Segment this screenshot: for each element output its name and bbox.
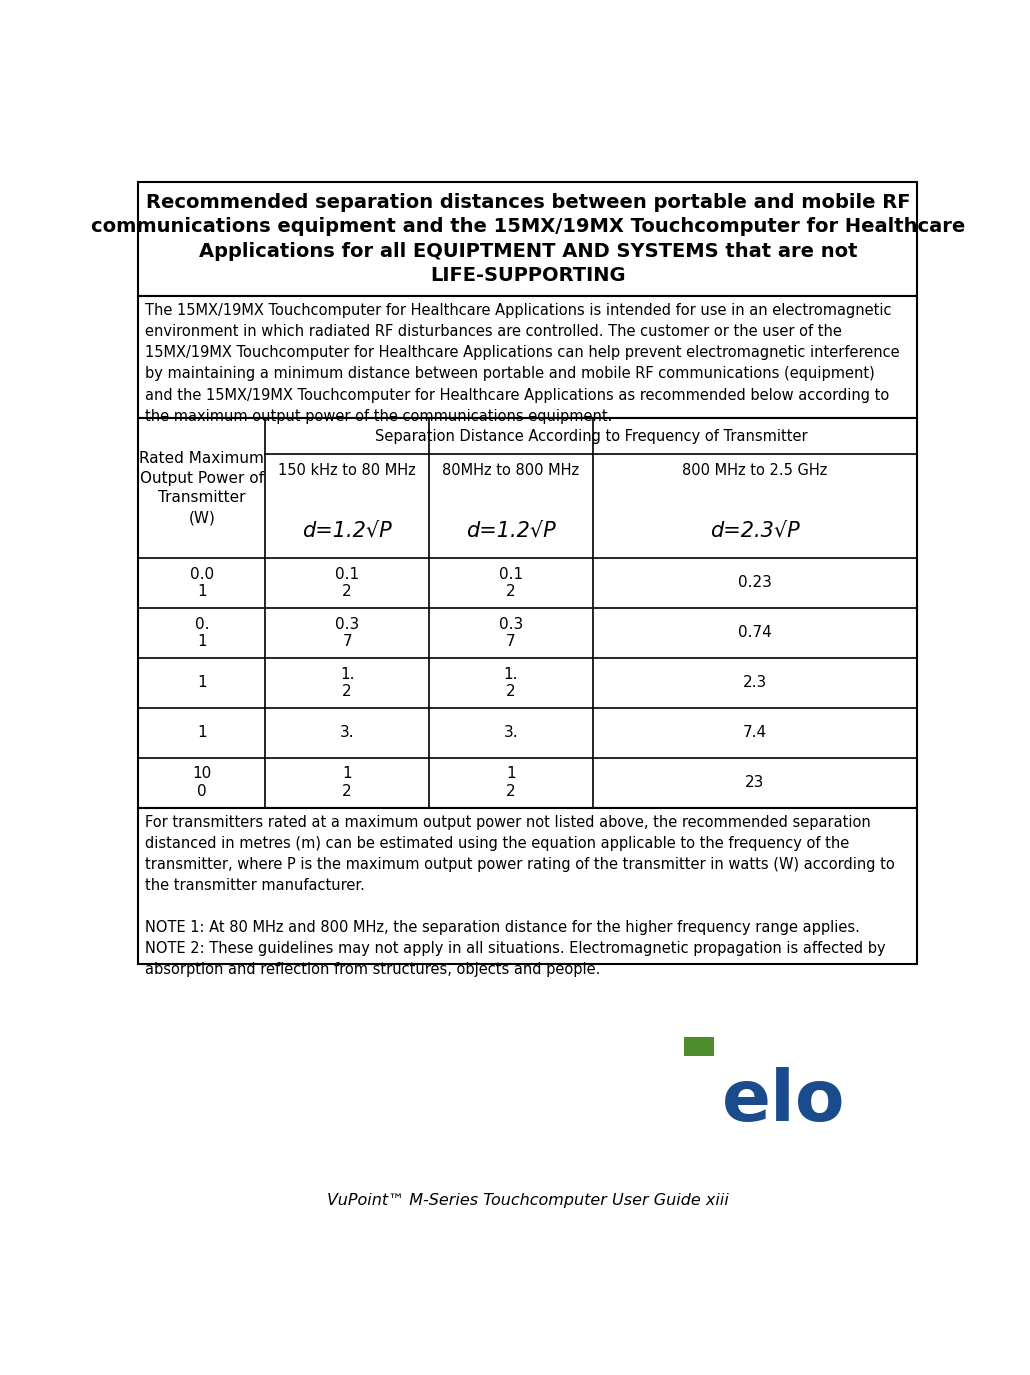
Bar xyxy=(684,1037,714,1056)
Text: 0.
1: 0. 1 xyxy=(195,616,209,649)
Bar xyxy=(138,807,918,964)
Text: d=2.3√P: d=2.3√P xyxy=(710,520,800,540)
Text: For transmitters rated at a maximum output power not listed above, the recommend: For transmitters rated at a maximum outp… xyxy=(144,815,894,978)
Text: 1.
2: 1. 2 xyxy=(504,667,518,698)
Text: 800 MHz to 2.5 GHz: 800 MHz to 2.5 GHz xyxy=(682,463,828,478)
Text: 23: 23 xyxy=(746,775,764,791)
Bar xyxy=(138,182,918,296)
Text: Rated Maximum
Output Power of
Transmitter
(W): Rated Maximum Output Power of Transmitte… xyxy=(139,451,265,525)
Text: 0.74: 0.74 xyxy=(739,626,771,641)
Text: 0.1
2: 0.1 2 xyxy=(335,566,359,600)
Text: 1
2: 1 2 xyxy=(342,766,352,799)
Text: 0.1
2: 0.1 2 xyxy=(499,566,523,600)
Text: 0.3
7: 0.3 7 xyxy=(335,616,359,649)
Text: Separation Distance According to Frequency of Transmitter: Separation Distance According to Frequen… xyxy=(375,429,808,444)
Text: 3.: 3. xyxy=(340,725,354,740)
Text: Recommended separation distances between portable and mobile RF
communications e: Recommended separation distances between… xyxy=(91,194,965,285)
Text: d=1.2√P: d=1.2√P xyxy=(302,520,392,540)
Bar xyxy=(138,296,918,418)
Text: 0.23: 0.23 xyxy=(739,575,771,590)
Text: 7.4: 7.4 xyxy=(743,725,767,740)
Text: 0.3
7: 0.3 7 xyxy=(499,616,523,649)
Text: 1.
2: 1. 2 xyxy=(340,667,354,698)
Bar xyxy=(138,418,918,807)
Text: 0.0
1: 0.0 1 xyxy=(190,566,214,600)
Text: 150 kHz to 80 MHz: 150 kHz to 80 MHz xyxy=(278,463,416,478)
Text: 1
2: 1 2 xyxy=(506,766,516,799)
Text: d=1.2√P: d=1.2√P xyxy=(466,520,555,540)
Text: 2.3: 2.3 xyxy=(743,675,767,690)
Text: 80MHz to 800 MHz: 80MHz to 800 MHz xyxy=(442,463,579,478)
Text: 10
0: 10 0 xyxy=(193,766,211,799)
Text: The 15MX/19MX Touchcomputer for Healthcare Applications is intended for use in a: The 15MX/19MX Touchcomputer for Healthca… xyxy=(144,302,899,424)
Text: 3.: 3. xyxy=(504,725,518,740)
Text: 1: 1 xyxy=(197,675,207,690)
Text: VuPoint™ M-Series Touchcomputer User Guide xiii: VuPoint™ M-Series Touchcomputer User Gui… xyxy=(327,1194,729,1209)
Text: elo: elo xyxy=(722,1067,845,1137)
Text: 1: 1 xyxy=(197,725,207,740)
